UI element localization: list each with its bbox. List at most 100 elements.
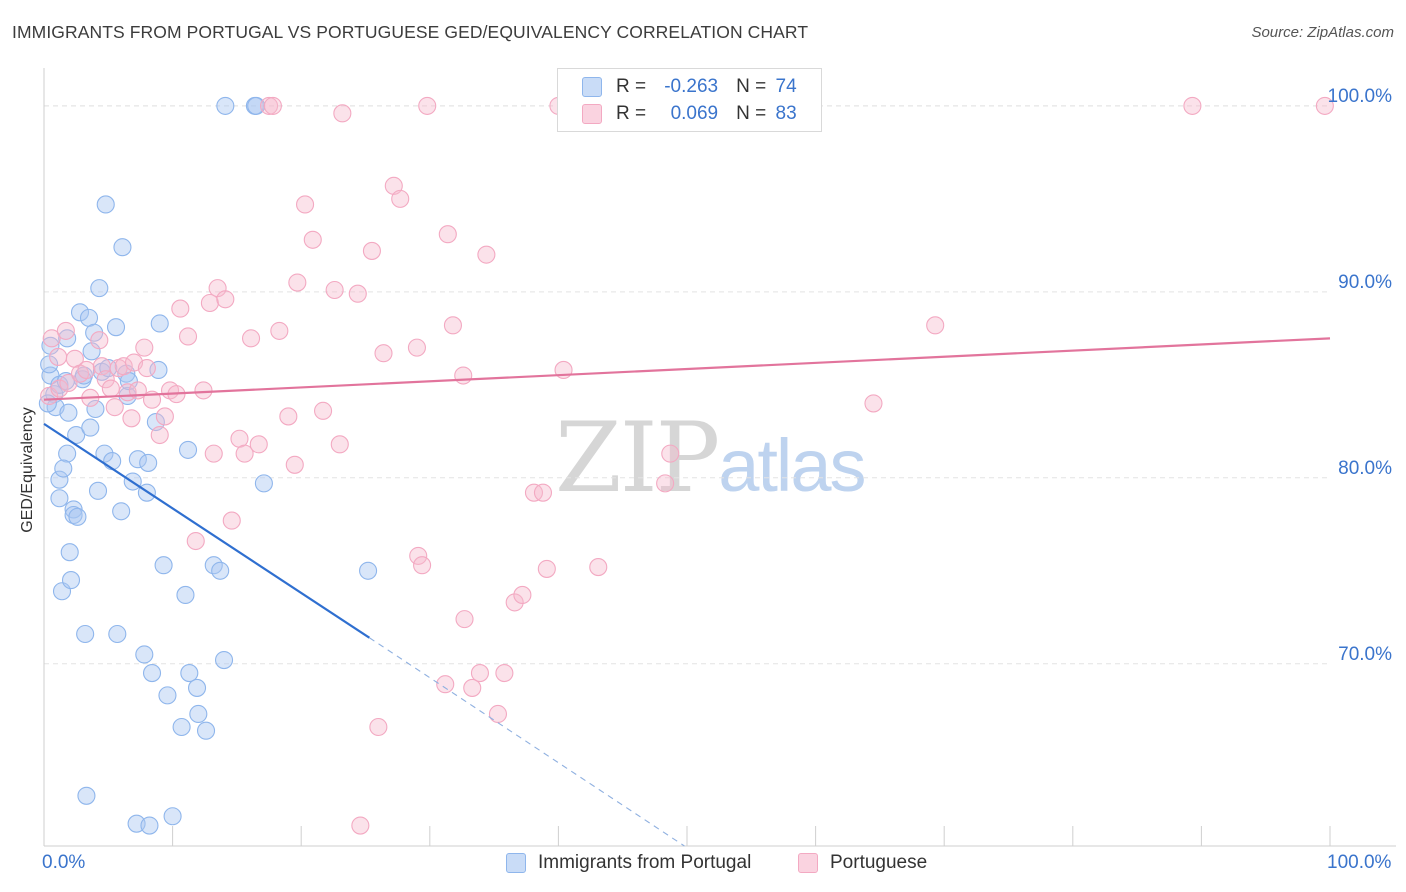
point-portuguese bbox=[513, 585, 532, 605]
point-portugal bbox=[163, 807, 182, 826]
point-portuguese bbox=[216, 290, 235, 309]
y-axis-label: GED/Equivalency bbox=[19, 407, 36, 533]
point-portugal bbox=[108, 624, 127, 644]
point-portuguese bbox=[351, 816, 370, 835]
point-portugal bbox=[216, 96, 235, 115]
point-portugal bbox=[59, 403, 78, 422]
point-portugal bbox=[180, 664, 199, 683]
point-portuguese bbox=[488, 704, 508, 724]
watermark: ZIPatlas bbox=[555, 402, 867, 514]
point-portuguese bbox=[374, 344, 393, 363]
point-portugal bbox=[90, 279, 109, 298]
chart-title: IMMIGRANTS FROM PORTUGAL VS PORTUGUESE G… bbox=[12, 22, 809, 42]
point-portugal bbox=[135, 645, 154, 664]
n-value-portuguese: 83 bbox=[775, 103, 797, 124]
r-label: R = bbox=[616, 103, 647, 124]
point-portuguese bbox=[50, 379, 69, 398]
point-portuguese bbox=[407, 338, 426, 357]
point-portuguese bbox=[1183, 96, 1202, 115]
point-portuguese bbox=[409, 546, 428, 565]
point-portugal bbox=[76, 624, 95, 644]
point-portuguese bbox=[279, 407, 298, 426]
legend-swatch-portugal bbox=[506, 853, 526, 873]
point-portuguese bbox=[155, 407, 174, 426]
legend-swatch-portuguese bbox=[798, 853, 818, 873]
point-portuguese bbox=[186, 531, 205, 551]
point-portugal bbox=[128, 450, 147, 469]
watermark-zip: ZIP bbox=[555, 402, 720, 514]
point-portugal bbox=[142, 664, 162, 683]
point-portugal bbox=[150, 314, 169, 333]
point-portugal bbox=[99, 359, 118, 378]
point-portugal bbox=[196, 721, 216, 740]
point-portuguese bbox=[314, 401, 333, 420]
point-portugal bbox=[172, 717, 191, 737]
point-portuguese bbox=[413, 556, 432, 575]
point-portugal bbox=[112, 502, 131, 521]
n-label: N = bbox=[736, 76, 767, 97]
watermark-atlas: atlas bbox=[718, 424, 866, 507]
point-portuguese bbox=[150, 425, 169, 445]
point-portuguese bbox=[864, 394, 883, 413]
point-portuguese bbox=[330, 435, 349, 454]
point-portuguese bbox=[137, 359, 156, 378]
point-portuguese bbox=[90, 331, 109, 350]
point-portuguese bbox=[235, 444, 254, 463]
legend-item-portuguese[interactable]: Portuguese bbox=[798, 852, 927, 874]
point-portugal bbox=[106, 318, 126, 337]
point-portuguese bbox=[42, 329, 61, 348]
point-portugal bbox=[113, 238, 132, 257]
point-portuguese bbox=[463, 678, 482, 697]
legend-swatch-portugal bbox=[582, 77, 602, 97]
r-value-portuguese: 0.069 bbox=[670, 103, 719, 124]
point-portuguese bbox=[470, 664, 490, 683]
n-label: N = bbox=[736, 103, 767, 124]
point-portugal bbox=[54, 459, 73, 478]
x-tick-label-min: 0.0% bbox=[42, 852, 86, 873]
point-portuguese bbox=[56, 321, 75, 340]
point-portuguese bbox=[418, 96, 437, 115]
point-portugal bbox=[96, 195, 115, 214]
point-portuguese bbox=[204, 444, 223, 463]
point-portuguese bbox=[49, 347, 68, 366]
point-portugal bbox=[58, 444, 77, 463]
x-tick-label-max: 100.0% bbox=[1327, 852, 1392, 873]
point-portuguese bbox=[333, 104, 352, 123]
point-portuguese bbox=[455, 610, 474, 629]
point-portuguese bbox=[241, 329, 261, 348]
stats-row-portugal: R = -0.263 N = 74 bbox=[558, 73, 815, 101]
n-value-portugal: 74 bbox=[775, 76, 797, 97]
point-portuguese bbox=[537, 559, 556, 578]
point-portugal bbox=[140, 816, 159, 835]
point-portuguese bbox=[369, 717, 388, 737]
point-portuguese bbox=[194, 381, 213, 400]
y-tick-label: 90.0% bbox=[1338, 271, 1392, 293]
point-portuguese bbox=[325, 280, 344, 300]
point-portuguese bbox=[270, 321, 289, 340]
point-portuguese bbox=[589, 558, 608, 577]
point-portuguese bbox=[259, 96, 279, 115]
legend-label-portuguese: Portuguese bbox=[830, 852, 928, 873]
point-portugal bbox=[103, 452, 122, 471]
trend-line-portugal bbox=[43, 422, 370, 639]
point-portugal bbox=[176, 585, 195, 605]
point-portugal bbox=[70, 303, 90, 322]
y-tick-label: 100.0% bbox=[1327, 85, 1392, 107]
point-portuguese bbox=[661, 444, 680, 463]
point-portugal bbox=[149, 360, 168, 380]
point-portugal bbox=[189, 704, 208, 724]
point-portuguese bbox=[438, 225, 457, 244]
point-portuguese bbox=[454, 366, 473, 385]
point-portuguese bbox=[122, 409, 141, 428]
legend-item-portugal[interactable]: Immigrants from Portugal bbox=[506, 852, 751, 874]
y-tick-label: 70.0% bbox=[1338, 643, 1392, 665]
point-portuguese bbox=[114, 357, 133, 376]
y-tick-label: 80.0% bbox=[1338, 457, 1392, 479]
point-portuguese bbox=[285, 455, 304, 474]
point-portuguese bbox=[533, 483, 553, 502]
point-portugal bbox=[88, 481, 108, 500]
legend-label-portugal: Immigrants from Portugal bbox=[538, 852, 752, 873]
point-portuguese bbox=[362, 241, 381, 260]
point-portuguese bbox=[200, 293, 219, 313]
point-portugal bbox=[67, 425, 86, 445]
